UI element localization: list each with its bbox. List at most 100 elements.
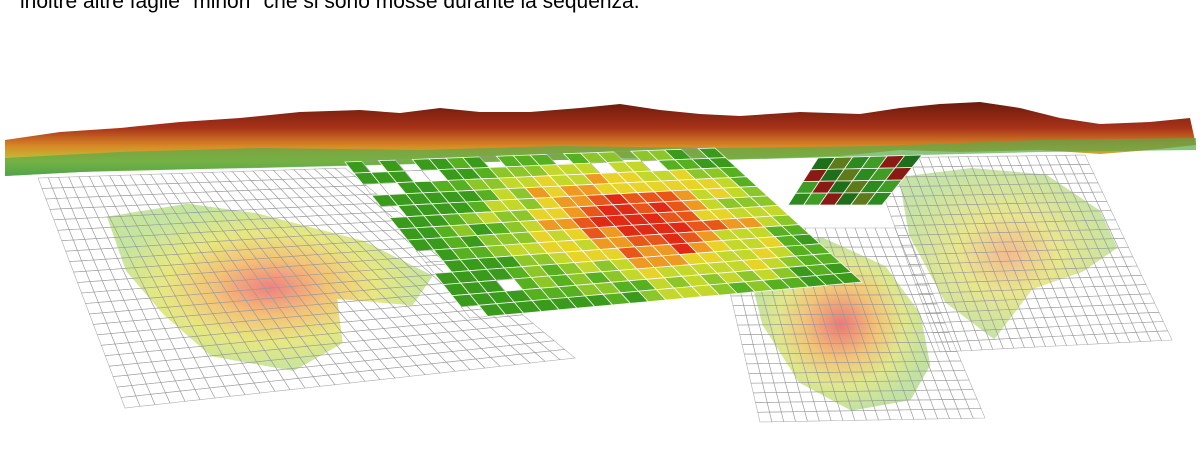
fault-patch: [337, 222, 361, 234]
fault-patch: [180, 172, 200, 184]
fault-patch: [272, 169, 294, 180]
fault-patch: [293, 168, 315, 179]
caption-text: inoltre altre faglie "minori" che si son…: [20, 0, 640, 13]
fault-patch: [321, 195, 344, 206]
fault-patch: [370, 230, 394, 241]
fault-patch: [277, 197, 299, 209]
fault-patch: [953, 398, 970, 410]
fault-patch: [328, 214, 351, 225]
fault-patch: [937, 360, 955, 372]
fault-patch: [253, 381, 276, 394]
fault-patch: [141, 194, 160, 206]
fault-patch: [166, 182, 186, 194]
fault-patch: [194, 387, 216, 401]
fault-patch: [155, 370, 176, 383]
fault-patch: [898, 409, 915, 420]
fault-patch: [351, 212, 374, 223]
fault-patch: [292, 178, 314, 189]
fault-patch: [252, 170, 273, 181]
fault-patch: [139, 173, 158, 185]
fault-patch: [1079, 163, 1095, 175]
fault-patch: [949, 321, 965, 332]
fault-patch: [332, 195, 355, 206]
fault-patch: [538, 340, 566, 352]
fault-patch: [97, 300, 116, 314]
fault-patch: [308, 205, 331, 216]
fault-patch: [456, 309, 482, 321]
fault-patch: [135, 393, 156, 407]
fault-patch: [53, 218, 70, 231]
fault-patch: [238, 382, 261, 396]
fault-patch: [242, 170, 263, 181]
fault-patch: [360, 221, 384, 232]
fault-patch: [933, 408, 950, 420]
fault-patch: [528, 331, 555, 343]
fault-patch: [1152, 321, 1169, 332]
fault-patch: [216, 190, 236, 202]
fault-patch: [109, 268, 128, 281]
fault-patch: [281, 178, 303, 189]
fault-patch: [145, 183, 164, 195]
fault-patch: [957, 408, 974, 419]
fault-patch: [73, 270, 91, 283]
fault-patch: [137, 329, 157, 342]
fault-patch: [946, 311, 962, 323]
fault-patch: [1096, 200, 1112, 212]
fault-patch: [177, 182, 196, 194]
fault-patch: [914, 389, 931, 401]
fault-patch: [184, 367, 205, 380]
fault-patch: [372, 220, 396, 232]
fault-patch: [76, 249, 95, 262]
fault-patch: [237, 189, 258, 201]
fault-plane-left: [37, 167, 576, 409]
fault-patch: [863, 409, 879, 421]
fault-patch: [160, 348, 181, 361]
fault-patch: [97, 269, 116, 282]
fault-patch: [110, 331, 130, 345]
fault-patch: [128, 309, 147, 322]
fault-patch: [302, 177, 324, 188]
fault-patch: [406, 304, 431, 316]
fault-patch: [229, 180, 250, 192]
fault-patch: [231, 170, 252, 182]
fault-patch: [945, 379, 962, 391]
fault-patch: [194, 191, 214, 203]
fault-patch: [227, 362, 249, 376]
fault-patch: [1117, 247, 1134, 258]
fault-patch: [341, 203, 365, 215]
fault-patch: [906, 399, 923, 411]
fault-patch: [122, 362, 143, 376]
fault-patch: [170, 172, 189, 184]
fault-patch: [131, 383, 152, 397]
fault-patch: [101, 279, 120, 292]
fault-patch: [234, 199, 255, 211]
fault-patch: [1143, 302, 1160, 314]
fault-patch: [160, 173, 179, 185]
fault-patch: [342, 194, 366, 205]
fault-patch: [380, 239, 404, 250]
fault-patch: [221, 171, 242, 182]
fault-patch: [77, 281, 95, 294]
fault-patch: [81, 259, 99, 272]
fault-patch: [1156, 330, 1173, 341]
fault-patch: [151, 360, 171, 373]
fault-patch: [250, 179, 271, 191]
fault-patch: [92, 322, 112, 336]
fault-patch: [349, 222, 372, 233]
fault-patch: [424, 293, 449, 305]
fault-patch: [312, 177, 335, 188]
fault-patch: [1009, 337, 1025, 349]
fault-patch: [136, 361, 157, 375]
fault-patch: [201, 171, 221, 183]
fault-patch: [1012, 318, 1028, 329]
fault-patch: [832, 271, 863, 285]
fault-patch: [115, 310, 134, 323]
fault-patch: [967, 339, 983, 351]
fault-patch: [311, 186, 334, 197]
fault-patch: [141, 307, 161, 320]
fault-patch: [218, 374, 240, 387]
fault-patch: [354, 184, 378, 195]
fault-patch: [89, 280, 108, 293]
fault-patch: [150, 173, 168, 185]
